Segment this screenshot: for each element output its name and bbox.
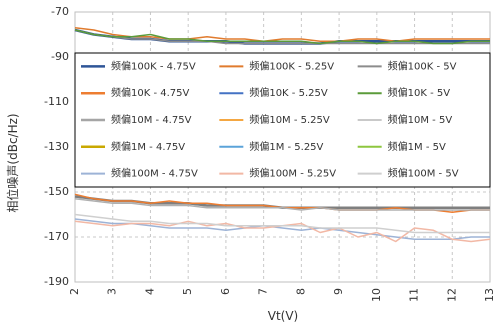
x-tick-label: 6 [219,288,232,295]
x-tick-label: 10 [370,288,383,302]
y-tick-label: -190 [44,275,69,288]
y-tick-label: -130 [44,140,69,153]
legend-label: 频偏10K - 5.25V [249,86,328,99]
y-tick-label: -70 [51,5,69,18]
legend-label: 频偏1M - 5V [388,140,446,153]
y-tick-label: -110 [44,95,69,108]
x-tick-label: 4 [143,288,156,295]
legend-label: 频偏1M - 5.25V [249,140,323,153]
legend-label: 频偏10K - 5V [388,86,451,99]
x-tick-label: 8 [294,288,307,295]
legend-label: 频偏100M - 5.25V [249,167,336,180]
legend-label: 频偏1M - 4.75V [111,140,185,153]
x-tick-label: 7 [257,288,270,295]
series-line [74,29,490,45]
legend-box [74,52,491,188]
x-tick-label: 9 [332,288,345,295]
legend-label: 频偏100K - 5.25V [249,59,334,72]
legend: 频偏100K - 4.75V 频偏100K - 5.25V 频偏100K - 5V 频… [74,52,491,188]
legend-label: 频偏100K - 4.75V [111,59,196,72]
axis-labels: 2 3 4 5 6 7 8 9 10 11 12 13 -70 -90 -110 -130 -150 -170 -1… [44,5,496,302]
x-tick-label: 11 [408,288,421,302]
x-tick-label: 2 [68,288,81,295]
legend-label: 频偏10M - 5.25V [249,113,330,126]
series-line [74,198,490,211]
y-axis-title: 相位噪声(dBc/Hz) [5,113,20,212]
legend-label: 频偏10M - 4.75V [111,113,192,126]
y-tick-label: -150 [44,185,69,198]
series-line [74,27,490,43]
series-line [74,218,490,241]
legend-label: 频偏100M - 4.75V [111,167,198,180]
legend-label: 频偏10M - 5V [388,113,453,126]
y-tick-label: -90 [51,50,69,63]
x-tick-label: 3 [106,288,119,295]
series-line [74,213,490,234]
legend-label: 频偏10K - 4.75V [111,86,190,99]
y-tick-label: -170 [44,230,69,243]
series-line [74,29,490,45]
x-tick-label: 5 [181,288,194,295]
x-axis-title: Vt(V) [268,309,299,323]
x-tick-label: 12 [445,288,458,302]
x-tick-label: 13 [483,288,496,302]
legend-label: 频偏100K - 5V [388,59,457,72]
legend-label: 频偏100M - 5V [388,167,459,180]
